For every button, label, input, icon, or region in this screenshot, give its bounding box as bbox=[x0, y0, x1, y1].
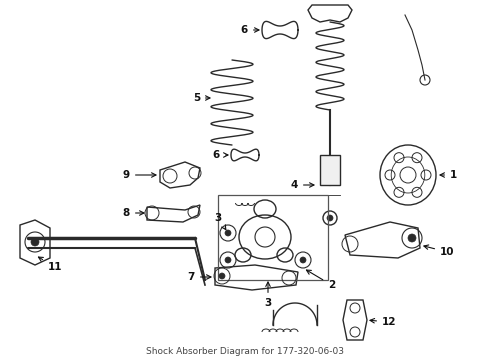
Bar bbox=[320, 155, 340, 185]
Circle shape bbox=[219, 273, 225, 279]
Text: 1: 1 bbox=[440, 170, 457, 180]
Circle shape bbox=[225, 230, 231, 236]
Text: 3: 3 bbox=[265, 282, 271, 308]
Circle shape bbox=[327, 215, 333, 221]
Circle shape bbox=[300, 257, 306, 263]
Circle shape bbox=[225, 257, 231, 263]
Text: 3: 3 bbox=[215, 213, 226, 230]
Text: Shock Absorber Diagram for 177-320-06-03: Shock Absorber Diagram for 177-320-06-03 bbox=[146, 347, 344, 356]
Text: 12: 12 bbox=[370, 317, 396, 327]
Text: 11: 11 bbox=[38, 257, 62, 272]
Text: 4: 4 bbox=[291, 180, 314, 190]
Text: 9: 9 bbox=[123, 170, 156, 180]
Circle shape bbox=[408, 234, 416, 242]
Text: 7: 7 bbox=[188, 272, 211, 282]
Bar bbox=[218, 195, 328, 280]
Circle shape bbox=[31, 238, 39, 246]
Text: 2: 2 bbox=[306, 270, 335, 290]
Text: 5: 5 bbox=[193, 93, 210, 103]
Text: 10: 10 bbox=[424, 245, 455, 257]
Text: 6: 6 bbox=[213, 150, 228, 160]
Text: 6: 6 bbox=[241, 25, 259, 35]
Text: 8: 8 bbox=[123, 208, 144, 218]
